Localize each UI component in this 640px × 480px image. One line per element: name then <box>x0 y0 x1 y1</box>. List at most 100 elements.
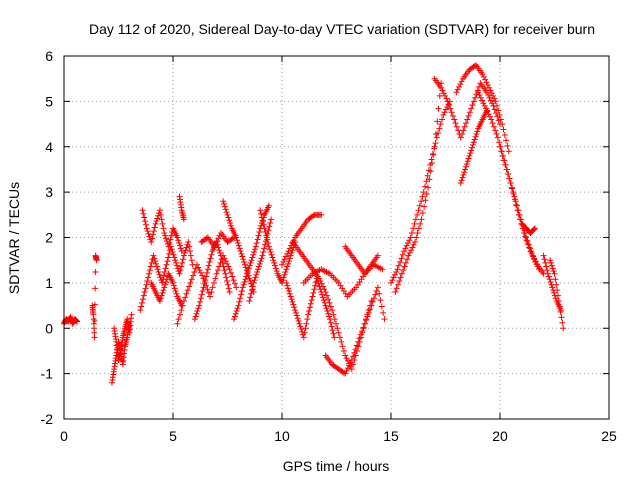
data-point <box>401 248 408 255</box>
data-point <box>544 270 551 277</box>
series-pass-29 <box>518 220 538 236</box>
data-point <box>432 140 439 147</box>
data-point <box>379 266 386 273</box>
data-point <box>187 252 194 259</box>
data-point <box>442 106 449 113</box>
data-point <box>224 278 231 285</box>
data-point <box>440 111 447 118</box>
data-point <box>347 359 354 366</box>
data-point <box>258 210 265 217</box>
data-point <box>479 71 486 78</box>
data-point <box>407 234 414 241</box>
data-point <box>433 134 440 141</box>
data-point <box>154 266 161 273</box>
data-point <box>301 329 308 336</box>
data-point <box>487 97 494 104</box>
data-point <box>410 241 417 248</box>
data-point <box>231 280 238 287</box>
data-point <box>167 236 174 243</box>
data-point <box>406 249 413 256</box>
data-point <box>146 270 153 277</box>
data-point <box>481 102 488 109</box>
data-point <box>546 276 553 283</box>
data-point <box>445 102 452 109</box>
data-point <box>297 323 304 330</box>
data-point <box>464 158 471 165</box>
data-point <box>191 268 198 275</box>
data-point <box>404 256 411 263</box>
x-tick-label: 20 <box>492 428 508 444</box>
data-point <box>165 254 172 261</box>
data-point <box>279 261 285 268</box>
data-point <box>318 211 325 218</box>
data-point <box>168 232 175 239</box>
data-point <box>128 311 135 318</box>
data-point <box>142 218 149 225</box>
data-point <box>491 106 498 113</box>
data-point <box>140 292 147 299</box>
data-point <box>490 123 497 130</box>
data-point <box>388 279 394 286</box>
data-point <box>494 134 501 141</box>
data-point <box>247 278 254 285</box>
data-point <box>400 267 407 274</box>
data-point <box>496 139 503 146</box>
data-point <box>256 260 263 267</box>
data-point <box>257 258 264 265</box>
data-point <box>157 211 164 218</box>
data-point <box>500 126 507 133</box>
data-point <box>290 301 297 308</box>
data-point <box>172 257 179 264</box>
data-point <box>148 239 155 246</box>
data-point <box>339 343 346 350</box>
data-point <box>234 239 241 246</box>
data-point <box>207 255 214 262</box>
data-point <box>268 251 275 258</box>
data-point <box>152 220 159 227</box>
y-tick-label: -2 <box>41 411 54 427</box>
data-point <box>139 296 146 303</box>
data-point <box>140 210 147 217</box>
data-point <box>310 212 317 219</box>
data-point <box>188 276 195 283</box>
data-point <box>436 92 443 99</box>
data-point <box>208 251 215 258</box>
data-point <box>343 367 350 374</box>
data-point <box>360 324 367 331</box>
data-point <box>542 259 549 266</box>
data-point <box>376 290 383 297</box>
data-point <box>370 295 377 302</box>
data-point <box>355 338 362 345</box>
data-point <box>205 289 212 296</box>
data-point <box>162 265 169 272</box>
data-point <box>422 183 429 190</box>
data-point <box>427 168 434 175</box>
data-point <box>285 260 292 267</box>
data-point <box>550 268 557 275</box>
data-point <box>505 148 512 155</box>
data-point <box>156 271 163 278</box>
data-point <box>219 259 226 266</box>
data-point <box>536 266 543 273</box>
data-point <box>265 239 272 246</box>
data-point <box>183 290 190 297</box>
data-point <box>330 311 337 318</box>
data-points <box>61 62 567 386</box>
data-point <box>285 285 292 292</box>
data-point <box>497 116 504 123</box>
data-point <box>424 172 431 179</box>
data-point <box>256 229 263 236</box>
data-point <box>182 294 189 301</box>
data-point <box>549 284 556 291</box>
data-point <box>197 298 204 305</box>
data-point <box>192 265 199 272</box>
data-point <box>171 254 178 261</box>
series-pass-20 <box>322 284 388 377</box>
data-point <box>475 89 482 96</box>
data-point <box>540 252 547 259</box>
series-pass-12 <box>220 198 257 295</box>
data-point <box>255 232 262 239</box>
data-point <box>238 250 245 257</box>
data-point <box>243 273 250 280</box>
y-axis-label: SDTVAR / TECUs <box>6 182 22 294</box>
